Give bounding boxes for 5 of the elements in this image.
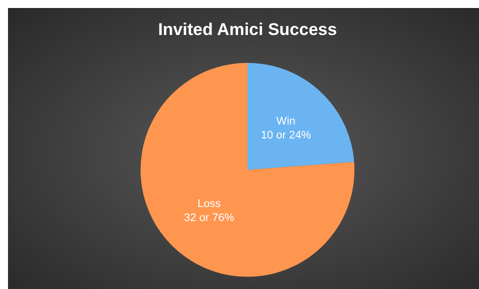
slice-label: Loss [197, 198, 222, 210]
data-label: 10 or 24% [260, 129, 312, 142]
chart-title: Invited Amici Success [158, 20, 337, 39]
data-label: 32 or 76% [184, 212, 234, 224]
slice-label: Win [276, 115, 296, 128]
